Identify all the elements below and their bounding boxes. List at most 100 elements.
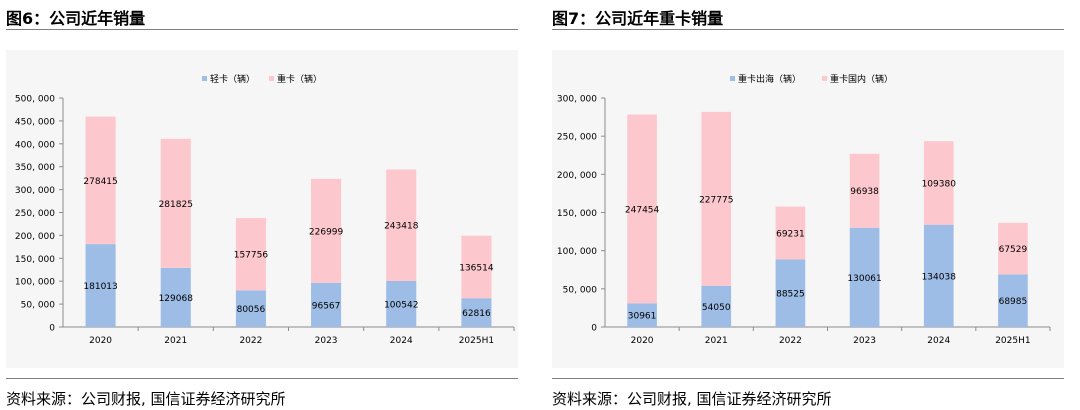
bar-segment — [627, 114, 657, 304]
y-tick-label: 50, 000 — [563, 285, 598, 295]
x-tick-label: 2020 — [631, 336, 654, 346]
data-label: 54050 — [702, 303, 731, 313]
chart-panel-heavy-truck-sales: 图7：公司近年重卡销量 0 50, 000 100, 000 150, 000 200,… — [552, 0, 1064, 410]
bar-segment — [311, 282, 342, 327]
bar-segment — [998, 222, 1028, 275]
data-label: 96567 — [312, 301, 341, 311]
legend-swatch — [202, 76, 207, 81]
x-tick-label: 2023 — [853, 336, 876, 346]
y-tick-label: 250, 000 — [15, 209, 55, 219]
y-tick-label: 250, 000 — [557, 133, 597, 143]
bar-segment — [701, 285, 732, 327]
y-tick-label: 200, 000 — [15, 232, 55, 242]
bar-segment — [923, 141, 954, 225]
chart-panel-sales: 图6：公司近年销量 0 50, 000 100, 000 150, 000 200, 0… — [6, 0, 518, 410]
data-label: 69231 — [776, 230, 805, 240]
bar-segment — [998, 274, 1028, 327]
x-tick-label: 2024 — [927, 336, 950, 346]
x-tick-label: 2023 — [315, 336, 338, 346]
stacked-bar-chart: 0 50, 000 100, 000 150, 000 200, 000 250, 000… — [15, 73, 515, 346]
data-label: 68985 — [999, 297, 1028, 307]
y-tick-label: 100, 000 — [15, 278, 55, 288]
bar-segment — [627, 303, 657, 327]
bar-segment — [85, 116, 116, 245]
y-tick-label: 50, 000 — [21, 301, 56, 311]
x-tick-label: 2025H1 — [995, 336, 1030, 346]
bar-segment — [461, 235, 492, 299]
chart-area: 0 50, 000 100, 000 150, 000 200, 000 250, 000… — [552, 50, 1064, 368]
data-label: 67529 — [999, 245, 1028, 255]
bar-segment — [311, 178, 342, 283]
title-divider — [552, 29, 1064, 30]
stacked-bar-chart: 0 50, 000 100, 000 150, 000 200, 000 250, 000… — [557, 73, 1051, 346]
legend-swatch — [822, 76, 827, 81]
data-label: 181013 — [83, 282, 117, 292]
chart-area: 0 50, 000 100, 000 150, 000 200, 000 250, 000… — [6, 50, 518, 368]
bar-segment — [849, 153, 880, 228]
x-tick-label: 2021 — [164, 336, 187, 346]
bar-segment — [386, 169, 417, 281]
source-divider — [552, 378, 1064, 379]
y-tick-label: 100, 000 — [557, 247, 597, 257]
y-tick-label: 150, 000 — [557, 209, 597, 219]
bar-segment — [386, 280, 417, 327]
y-tick-label: 150, 000 — [15, 255, 55, 265]
y-tick-label: 450, 000 — [15, 117, 55, 127]
legend-swatch — [269, 76, 274, 81]
bar-segment — [701, 111, 732, 286]
source-note: 资料来源：公司财报, 国信证券经济研究所 — [6, 390, 286, 408]
x-tick-label: 2022 — [239, 336, 262, 346]
source-note: 资料来源：公司财报, 国信证券经济研究所 — [552, 390, 832, 408]
bar-segment — [775, 259, 806, 327]
source-divider — [6, 378, 518, 379]
data-label: 62816 — [462, 309, 491, 319]
data-label: 88525 — [776, 290, 805, 300]
data-label: 247454 — [625, 205, 660, 215]
y-tick-label: 300, 000 — [15, 186, 55, 196]
y-tick-label: 300, 000 — [557, 95, 597, 105]
data-label: 80056 — [237, 305, 266, 315]
data-label: 243418 — [384, 222, 419, 232]
y-tick-label: 400, 000 — [15, 140, 55, 150]
bar-segment — [461, 298, 492, 327]
bar-segment — [235, 290, 266, 327]
data-label: 136514 — [459, 263, 494, 273]
bar-segment — [923, 224, 954, 327]
data-label: 109380 — [922, 179, 957, 189]
data-label: 130061 — [847, 274, 881, 284]
bar-segment — [849, 227, 880, 327]
x-tick-label: 2024 — [390, 336, 413, 346]
y-tick-label: 200, 000 — [557, 171, 597, 181]
x-tick-label: 2025H1 — [459, 336, 494, 346]
title-divider — [6, 29, 518, 30]
chart-title: 图7：公司近年重卡销量 — [552, 9, 724, 28]
data-label: 281825 — [159, 200, 193, 210]
bar-segment — [160, 138, 191, 268]
data-label: 30961 — [628, 312, 657, 322]
bar-segment — [85, 244, 116, 327]
data-label: 157756 — [234, 251, 269, 261]
legend-label: 轻卡（辆） — [210, 73, 255, 85]
data-label: 96938 — [850, 187, 879, 197]
legend-label: 重卡（辆） — [277, 73, 322, 85]
legend-label: 重卡出海（辆） — [738, 73, 801, 85]
y-tick-label: 0 — [49, 324, 55, 334]
x-tick-label: 2021 — [705, 336, 728, 346]
y-tick-label: 0 — [591, 324, 597, 334]
data-label: 129068 — [159, 294, 194, 304]
x-tick-label: 2020 — [89, 336, 112, 346]
data-label: 226999 — [309, 227, 344, 237]
data-label: 100542 — [384, 300, 418, 310]
bar-segment — [235, 218, 266, 291]
bar-segment — [775, 206, 806, 260]
y-tick-label: 500, 000 — [15, 95, 55, 105]
chart-title: 图6：公司近年销量 — [6, 9, 146, 28]
data-label: 227775 — [699, 195, 733, 205]
legend-swatch — [730, 76, 735, 81]
data-label: 278415 — [83, 177, 117, 187]
legend-label: 重卡国内（辆） — [830, 73, 893, 85]
bar-segment — [160, 267, 191, 327]
data-label: 134038 — [922, 272, 957, 282]
y-tick-label: 350, 000 — [15, 163, 55, 173]
x-tick-label: 2022 — [779, 336, 802, 346]
